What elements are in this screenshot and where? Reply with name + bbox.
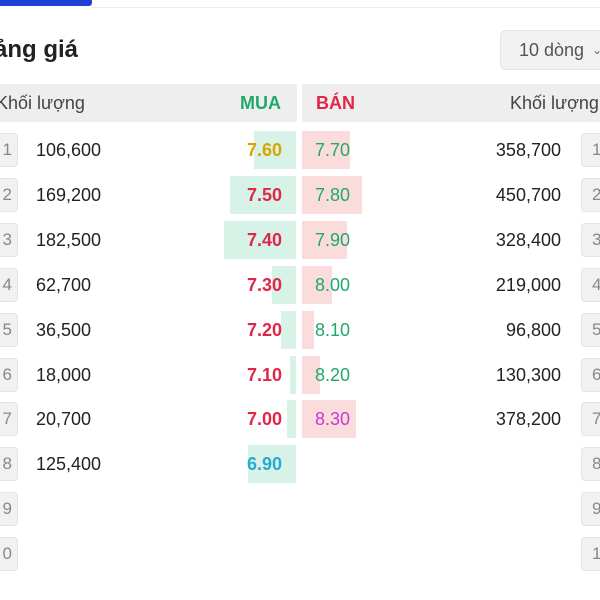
row-index-buy[interactable]: 0 [0,537,18,572]
tab-divider [92,7,600,8]
rows-select-value: 10 dòng [519,39,585,60]
bid-volume: 20,700 [36,409,92,430]
bid-price[interactable]: 7.20 [246,319,282,340]
header-sell: BÁN [316,93,355,113]
ask-volume: 219,000 [495,274,561,295]
active-tab-indicator [0,0,92,6]
bid-volume: 182,500 [36,229,102,250]
row-index-sell[interactable]: 3 [581,222,600,257]
header-volume-sell: Khối lượng [510,93,599,113]
bid-price[interactable]: 7.30 [246,274,282,295]
ask-price[interactable]: 8.10 [315,319,351,340]
header-buy: MUA [240,93,281,113]
bid-volume-bar [281,310,296,349]
row-index-buy[interactable]: 3 [0,222,18,257]
bid-volume-bar [290,355,296,394]
row-index-buy[interactable]: 1 [0,133,18,167]
bid-price[interactable]: 7.60 [246,140,282,160]
ask-volume-bar [302,355,320,394]
ask-volume: 130,300 [495,364,561,385]
row-index-sell[interactable]: 6 [581,357,600,392]
ask-price[interactable]: 7.80 [315,184,351,205]
bid-volume: 169,200 [36,184,102,205]
ask-volume-bar [302,265,332,304]
row-index-sell[interactable]: 7 [581,402,600,437]
ask-volume: 450,700 [495,184,561,205]
bid-volume-bar [248,445,296,484]
row-index-sell[interactable]: 1 [581,537,600,572]
bid-price[interactable]: 7.40 [246,229,282,250]
ask-volume-bar [302,175,362,214]
rows-select[interactable]: 10 dòng ⌄ [500,30,600,70]
bid-volume: 106,600 [36,140,102,160]
row-index-sell[interactable]: 4 [581,267,600,302]
ask-price[interactable]: 7.90 [315,229,351,250]
ask-volume: 328,400 [495,229,561,250]
row-index-buy[interactable]: 9 [0,492,18,527]
row-index-sell[interactable]: 9 [581,492,600,527]
row-index-buy[interactable]: 4 [0,267,18,302]
ask-volume: 96,800 [505,319,561,340]
ask-volume-bar [302,400,356,439]
bid-volume-bar [287,400,296,439]
row-index-sell[interactable]: 1 [581,133,600,167]
header-buy-side [0,84,297,122]
bid-volume-bar [254,131,296,169]
bid-price[interactable]: 6.90 [246,454,282,475]
bid-price[interactable]: 7.00 [246,409,282,430]
bid-volume-bar [272,265,296,304]
ask-volume-bar [302,131,350,169]
row-index-buy[interactable]: 8 [0,447,18,482]
bid-volume: 125,400 [36,454,102,475]
bid-volume-bar [224,220,296,259]
page-title: ảng giá [0,36,79,63]
bid-volume-bar [230,175,296,214]
row-index-sell[interactable]: 8 [581,447,600,482]
row-index-sell[interactable]: 2 [581,177,600,212]
chevron-down-icon: ⌄ [592,43,600,57]
row-index-sell[interactable]: 5 [581,312,600,347]
ask-price[interactable]: 7.70 [315,140,351,160]
bid-price[interactable]: 7.50 [246,184,282,205]
header-sell-side [302,84,600,122]
ask-volume-bar [302,310,314,349]
bid-volume: 36,500 [36,319,92,340]
row-index-buy[interactable]: 6 [0,357,18,392]
header-volume-buy: Khối lượng [0,93,85,113]
ask-price[interactable]: 8.30 [315,409,351,430]
ask-volume: 358,700 [495,140,561,160]
row-index-buy[interactable]: 7 [0,402,18,437]
ask-volume-bar [302,220,347,259]
row-index-buy[interactable]: 5 [0,312,18,347]
bid-price[interactable]: 7.10 [246,364,282,385]
row-index-buy[interactable]: 2 [0,177,18,212]
bid-volume: 62,700 [36,274,92,295]
ask-price[interactable]: 8.00 [315,274,351,295]
ask-price[interactable]: 8.20 [315,364,351,385]
bid-volume: 18,000 [36,364,92,385]
ask-volume: 378,200 [495,409,561,430]
